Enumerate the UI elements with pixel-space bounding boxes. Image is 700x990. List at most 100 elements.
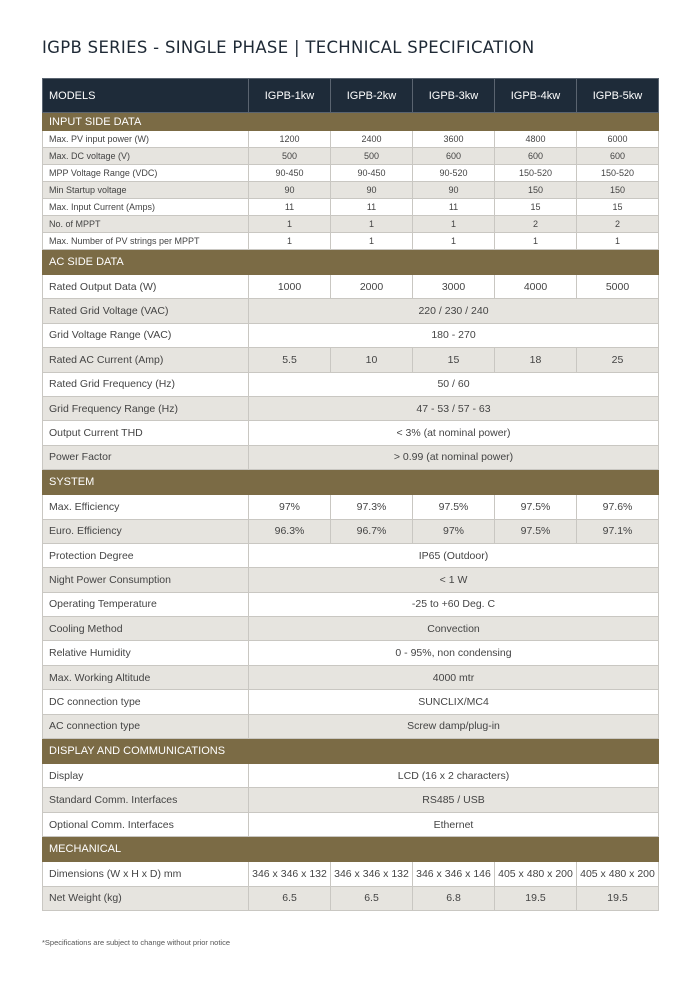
cell-value: 1000	[248, 273, 331, 300]
cell-value: 18	[494, 347, 577, 373]
cell-value: 1	[248, 232, 331, 250]
cell-value: 500	[330, 147, 413, 165]
row-label: Rated Grid Frequency (Hz)	[42, 371, 249, 397]
row-label: Max. Number of PV strings per MPPT	[42, 232, 249, 250]
row-label: Cooling Method	[42, 616, 249, 642]
cell-value: 97.5%	[412, 494, 495, 520]
row-label: AC connection type	[42, 713, 249, 740]
cell-value: 25	[576, 347, 659, 373]
model-header: IGPB-3kw	[412, 78, 495, 113]
cell-value: 346 x 346 x 132	[248, 861, 331, 887]
row-label: Euro. Efficiency	[42, 518, 249, 544]
table-row: Night Power Consumption < 1 W	[42, 567, 659, 593]
cell-value: 346 x 346 x 146	[412, 861, 495, 887]
cell-value-shared: 220 / 230 / 240	[248, 298, 659, 324]
cell-value: 5000	[576, 273, 659, 300]
model-header: IGPB-2kw	[330, 78, 413, 113]
cell-value: 150	[576, 181, 659, 199]
row-label: DC connection type	[42, 689, 249, 715]
section-header-row: INPUT SIDE DATA	[42, 112, 659, 131]
cell-value: 405 x 480 x 200	[494, 861, 577, 887]
row-label: Grid Frequency Range (Hz)	[42, 395, 249, 422]
section-title: MECHANICAL	[42, 836, 659, 863]
cell-value-shared: 180 - 270	[248, 322, 659, 349]
section-header-row: SYSTEM	[42, 469, 659, 496]
cell-value: 6.5	[330, 885, 413, 911]
row-label: MPP Voltage Range (VDC)	[42, 164, 249, 182]
table-row: Grid Frequency Range (Hz) 47 - 53 / 57 - …	[42, 395, 659, 422]
cell-value: 346 x 346 x 132	[330, 861, 413, 887]
row-label: Optional Comm. Interfaces	[42, 811, 249, 838]
row-label: Relative Humidity	[42, 640, 249, 666]
cell-value: 90-450	[248, 164, 331, 182]
cell-value: 90	[330, 181, 413, 199]
section-header-row: AC SIDE DATA	[42, 249, 659, 275]
table-row: Max. Efficiency 97% 97.3% 97.5% 97.5% 97.6%	[42, 494, 659, 520]
table-row: Rated AC Current (Amp) 5.5 10 15 18 25	[42, 347, 659, 373]
row-label: Protection Degree	[42, 542, 249, 569]
row-label: Net Weight (kg)	[42, 885, 249, 911]
table-row: Grid Voltage Range (VAC) 180 - 270	[42, 322, 659, 349]
cell-value: 97.5%	[494, 518, 577, 544]
table-row: Rated Grid Voltage (VAC) 220 / 230 / 240	[42, 298, 659, 324]
table-row: Protection Degree IP65 (Outdoor)	[42, 542, 659, 569]
row-label: Power Factor	[42, 444, 249, 471]
table-row: Euro. Efficiency 96.3% 96.7% 97% 97.5% 97.1%	[42, 518, 659, 544]
cell-value: 1	[248, 215, 331, 233]
row-label: Max. Efficiency	[42, 494, 249, 520]
cell-value: 97%	[412, 518, 495, 544]
cell-value-shared: RS485 / USB	[248, 787, 659, 813]
cell-value: 1	[330, 232, 413, 250]
row-label: Grid Voltage Range (VAC)	[42, 322, 249, 349]
cell-value: 4800	[494, 130, 577, 148]
table-row: Dimensions (W x H x D) mm 346 x 346 x 132…	[42, 861, 659, 887]
cell-value: 1	[412, 215, 495, 233]
cell-value-shared: 47 - 53 / 57 - 63	[248, 395, 659, 422]
row-label: No. of MPPT	[42, 215, 249, 233]
cell-value: 90-520	[412, 164, 495, 182]
row-label: Dimensions (W x H x D) mm	[42, 861, 249, 887]
models-header: MODELS	[42, 78, 249, 113]
table-row: Rated Output Data (W) 1000 2000 3000 4000 500…	[42, 273, 659, 300]
cell-value: 600	[576, 147, 659, 165]
cell-value: 90-450	[330, 164, 413, 182]
table-row: Max. PV input power (W) 1200 2400 3600 4800 6…	[42, 130, 659, 148]
table-row: Power Factor > 0.99 (at nominal power)	[42, 444, 659, 471]
cell-value-shared: SUNCLIX/MC4	[248, 689, 659, 715]
table-row: No. of MPPT 1 1 1 2 2	[42, 215, 659, 233]
cell-value: 11	[330, 198, 413, 216]
row-label: Rated AC Current (Amp)	[42, 347, 249, 373]
cell-value: 3000	[412, 273, 495, 300]
table-row: Min Startup voltage 90 90 90 150 150	[42, 181, 659, 199]
cell-value: 1200	[248, 130, 331, 148]
cell-value-shared: < 1 W	[248, 567, 659, 593]
cell-value: 15	[494, 198, 577, 216]
table-row: MPP Voltage Range (VDC) 90-450 90-450 90-52…	[42, 164, 659, 182]
row-label: Max. Input Current (Amps)	[42, 198, 249, 216]
section-header-row: DISPLAY AND COMMUNICATIONS	[42, 738, 659, 765]
cell-value: 150-520	[494, 164, 577, 182]
model-header: IGPB-4kw	[494, 78, 577, 113]
row-label: Rated Grid Voltage (VAC)	[42, 298, 249, 324]
cell-value: 15	[576, 198, 659, 216]
cell-value: 150	[494, 181, 577, 199]
section-title: DISPLAY AND COMMUNICATIONS	[42, 738, 659, 765]
cell-value-shared: LCD (16 x 2 characters)	[248, 763, 659, 789]
cell-value: 2	[576, 215, 659, 233]
cell-value: 97.1%	[576, 518, 659, 544]
table-row: Cooling Method Convection	[42, 616, 659, 642]
cell-value: 1	[412, 232, 495, 250]
table-row: AC connection type Screw damp/plug-in	[42, 713, 659, 740]
cell-value: 96.3%	[248, 518, 331, 544]
section-header-row: MECHANICAL	[42, 836, 659, 863]
table-row: Max. Working Altitude 4000 mtr	[42, 664, 659, 691]
cell-value-shared: < 3% (at nominal power)	[248, 420, 659, 446]
cell-value-shared: Screw damp/plug-in	[248, 713, 659, 740]
row-label: Standard Comm. Interfaces	[42, 787, 249, 813]
section-title: AC SIDE DATA	[42, 249, 659, 275]
cell-value: 2400	[330, 130, 413, 148]
row-label: Max. DC voltage (V)	[42, 147, 249, 165]
cell-value: 97%	[248, 494, 331, 520]
cell-value: 97.3%	[330, 494, 413, 520]
table-row: Operating Temperature -25 to +60 Deg. C	[42, 591, 659, 618]
